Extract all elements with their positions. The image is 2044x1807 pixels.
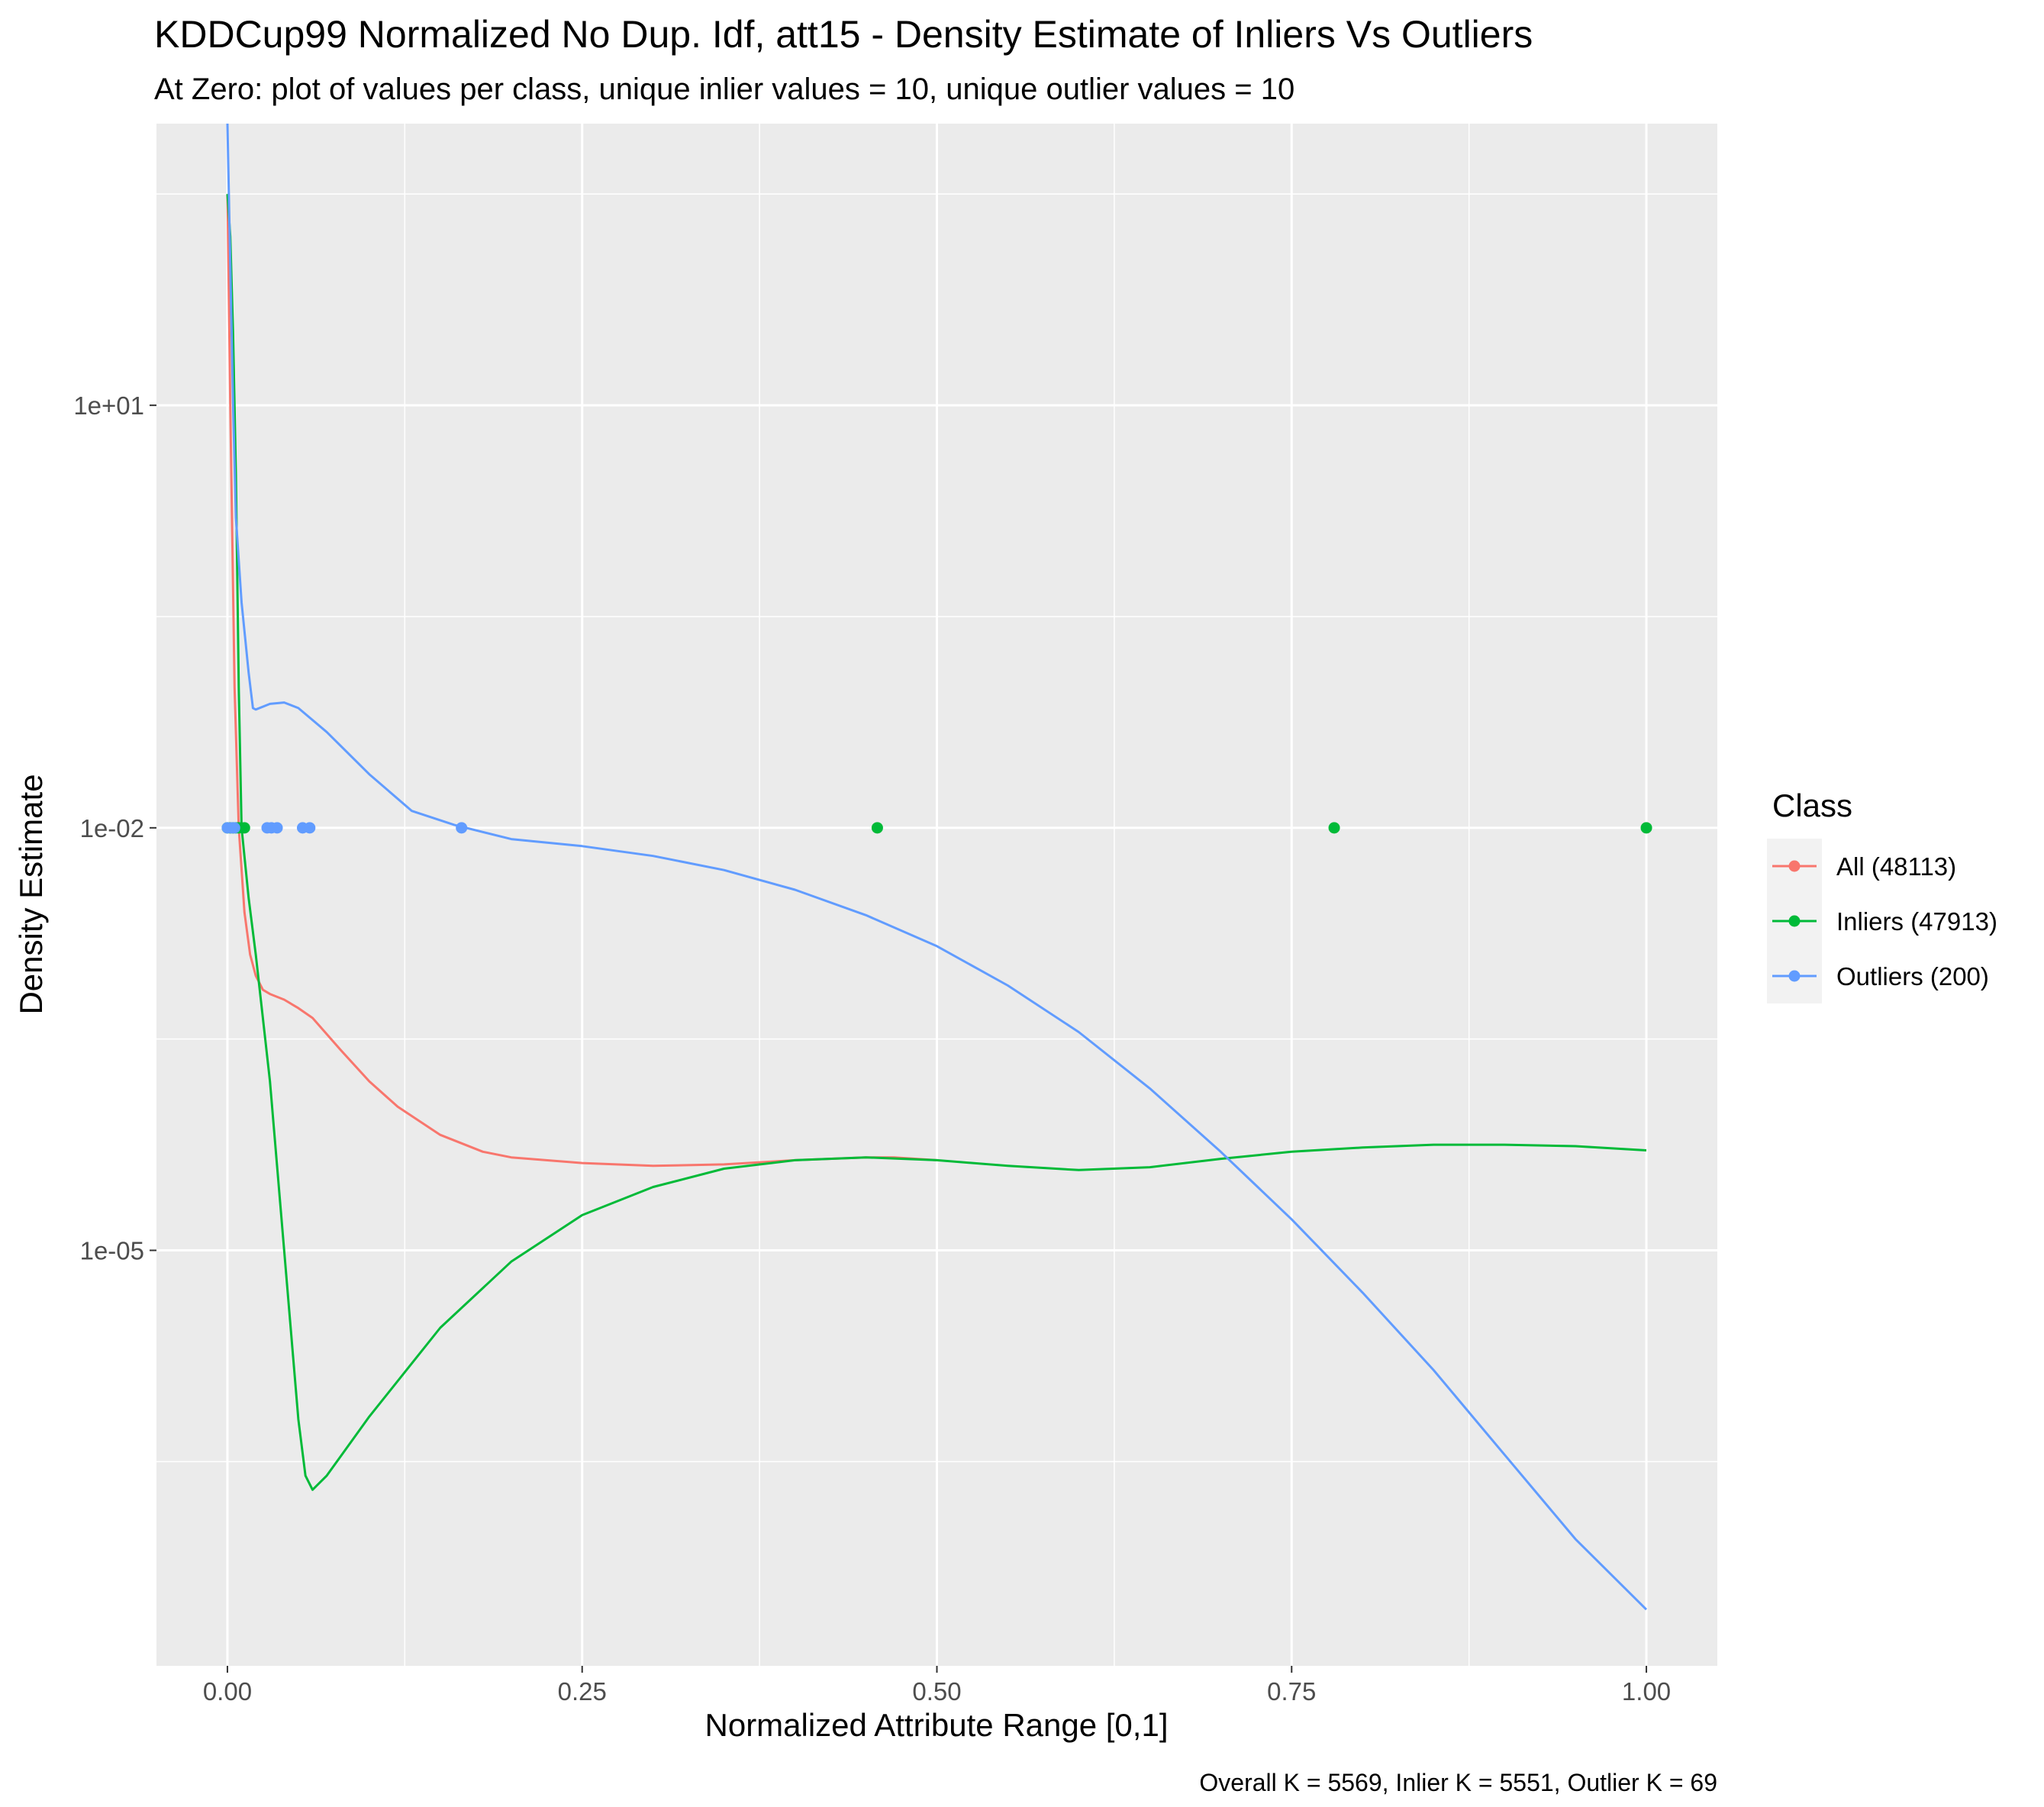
data-point	[1640, 822, 1652, 834]
y-tick-label: 1e+01	[73, 391, 144, 420]
data-point	[871, 822, 883, 834]
data-point	[1328, 822, 1340, 834]
x-tick-label: 1.00	[1622, 1677, 1671, 1706]
data-point	[456, 822, 468, 834]
x-tick-label: 0.75	[1267, 1677, 1316, 1706]
major-gridlines	[156, 124, 1717, 1666]
legend-key-point	[1788, 970, 1801, 982]
data-point	[228, 822, 240, 834]
legend-title: Class	[1772, 788, 1852, 823]
x-axis: 0.00 0.25 0.50 0.75 1.00	[203, 1666, 1671, 1706]
x-tick-label: 0.00	[203, 1677, 252, 1706]
x-axis-title: Normalized Attribute Range [0,1]	[705, 1707, 1169, 1743]
chart-subtitle: At Zero: plot of values per class, uniqu…	[154, 72, 1294, 106]
y-axis: 1e+01 1e-02 1e-05	[73, 391, 156, 1265]
chart-caption: Overall K = 5569, Inlier K = 5551, Outli…	[1199, 1769, 1717, 1796]
legend-key-point	[1788, 915, 1801, 927]
legend-label: Outliers (200)	[1836, 962, 1989, 990]
value-points	[221, 822, 1652, 834]
series-line	[226, 194, 937, 1168]
x-tick-label: 0.25	[558, 1677, 607, 1706]
y-tick-label: 1e-05	[80, 1237, 144, 1265]
y-axis-title: Density Estimate	[13, 774, 49, 1014]
x-tick-label: 0.50	[912, 1677, 961, 1706]
data-point	[304, 822, 316, 834]
legend-key-point	[1788, 860, 1801, 872]
legend-label: All (48113)	[1836, 852, 1956, 881]
legend: Class All (48113) Inliers (47913) Outliers…	[1767, 788, 1997, 1003]
series-line	[226, 123, 1648, 1611]
series-line	[226, 194, 1647, 1491]
chart-title: KDDCup99 Normalized No Dup. Idf, att15 -…	[154, 13, 1533, 56]
density-lines	[226, 123, 1648, 1611]
legend-label: Inliers (47913)	[1836, 907, 1997, 936]
data-point	[271, 822, 283, 834]
data-point	[238, 822, 250, 834]
y-tick-label: 1e-02	[80, 814, 144, 842]
